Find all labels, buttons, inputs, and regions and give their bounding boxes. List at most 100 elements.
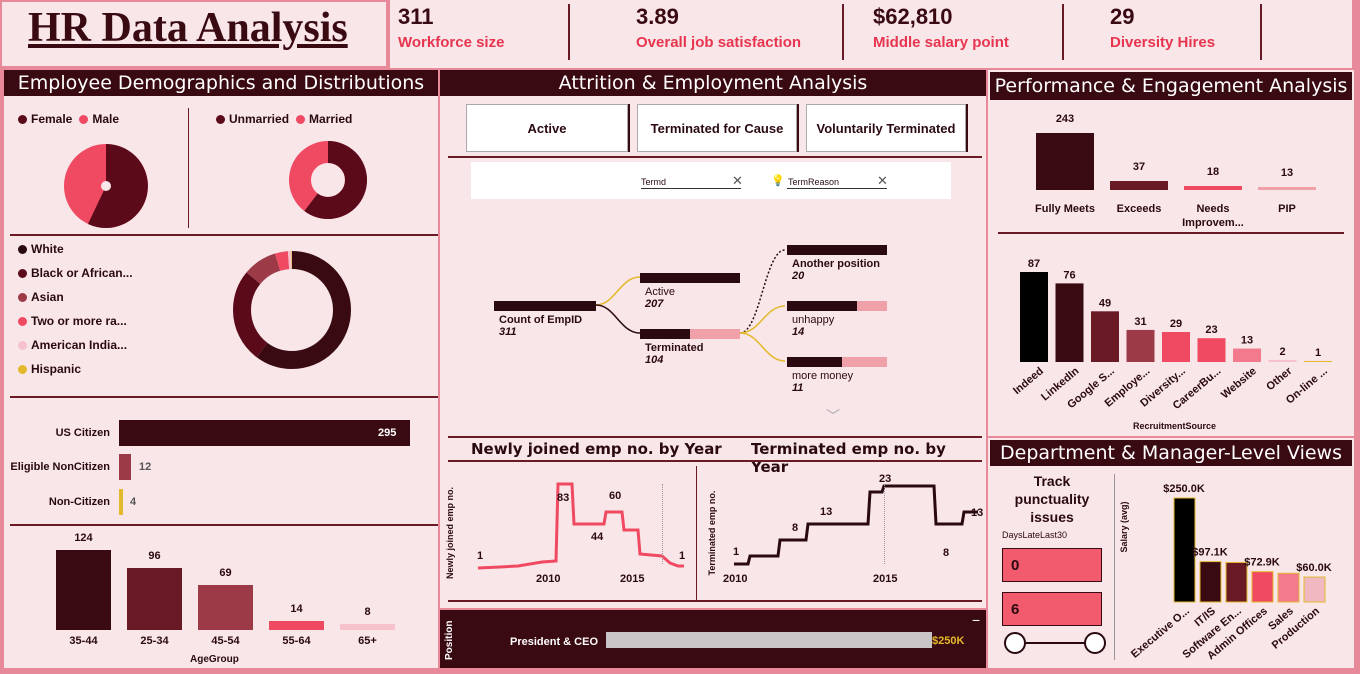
filter-termd[interactable]: Termd [641, 177, 667, 187]
bar-label: Eligible NonCitizen [10, 461, 110, 473]
tick-label: 2010 [536, 573, 561, 585]
age-bar[interactable] [127, 568, 182, 630]
gender-pie[interactable] [62, 142, 150, 230]
bar-value: 1 [1315, 347, 1321, 359]
salary-bar[interactable] [1225, 561, 1248, 603]
slider-handle-min[interactable] [1004, 632, 1026, 654]
race-donut[interactable] [230, 248, 354, 372]
newly-joined-line-chart[interactable] [470, 466, 690, 576]
gender-legend: Female Male [18, 112, 119, 126]
bar-label: Exceeds [1116, 203, 1162, 215]
bar-value: 18 [1206, 165, 1220, 178]
chart-title: Newly joined emp no. by Year [471, 440, 722, 458]
tree-value: 14 [792, 326, 805, 338]
bar-value: 49 [1099, 297, 1111, 309]
bar-president-ceo[interactable] [606, 632, 932, 648]
legend-label: Male [92, 112, 120, 126]
tree-bar[interactable] [787, 357, 842, 367]
legend-label: Asian [31, 290, 64, 304]
recruitment-bar[interactable] [1197, 338, 1226, 362]
performance-bar[interactable] [1184, 185, 1242, 190]
tree-bar[interactable] [494, 301, 596, 311]
chevron-down-icon[interactable]: ﹀ [826, 408, 840, 424]
bar-label: 65+ [358, 635, 377, 647]
max-input[interactable]: 6 [1002, 592, 1102, 626]
age-bar[interactable] [56, 550, 111, 630]
data-label: 23 [879, 473, 892, 485]
bar-label: 45-54 [211, 635, 240, 647]
legend-label: Black or African... [31, 266, 133, 280]
kpi-panel: 311 Workforce size 3.89 Overall job satisf… [390, 0, 1352, 68]
active-button[interactable]: Active [466, 104, 628, 152]
performance-bar[interactable] [1258, 186, 1316, 190]
terminated-line-chart[interactable] [730, 466, 980, 576]
age-bar[interactable] [340, 624, 395, 630]
age-bar[interactable] [269, 620, 324, 630]
salary-bar[interactable] [1251, 571, 1274, 603]
bar-eligible-noncitizen[interactable] [119, 454, 131, 480]
donut-slice[interactable] [233, 251, 351, 369]
bar-us-citizen[interactable] [119, 420, 410, 446]
bar-label: 55-64 [282, 635, 311, 647]
marital-donut[interactable] [288, 140, 368, 220]
salary-bar[interactable] [1277, 572, 1300, 603]
salary-bar[interactable] [1303, 576, 1326, 603]
bar-non-citizen[interactable] [119, 489, 123, 515]
bar-value: 23 [1205, 324, 1217, 336]
min-input[interactable]: 0 [1002, 548, 1102, 582]
tree-label: more money [792, 370, 854, 382]
recruitment-bar[interactable] [1304, 360, 1332, 362]
donut-slice[interactable] [233, 251, 351, 369]
recruitment-bar[interactable] [1162, 332, 1190, 362]
tree-bar[interactable] [787, 301, 857, 311]
section-title: Performance & Engagement Analysis [990, 72, 1352, 100]
recruitment-bar[interactable] [1020, 272, 1048, 362]
voluntarily-terminated-button[interactable]: Voluntarily Terminated [806, 104, 966, 152]
slicer-field: DaysLateLast30 [1002, 530, 1068, 540]
legend-dot [18, 364, 27, 374]
legend-dot [18, 316, 27, 326]
close-icon[interactable]: ✕ [877, 173, 888, 188]
legend-dot [216, 114, 225, 124]
legend-dot [18, 268, 27, 278]
recruitment-bar[interactable] [1233, 348, 1261, 362]
kpi-label: Middle salary point [873, 34, 1009, 51]
recruitment-bar[interactable] [1055, 283, 1084, 362]
chart-title: Terminated emp no. by Year [751, 440, 946, 476]
terminated-for-cause-button[interactable]: Terminated for Cause [637, 104, 797, 152]
section-title: Employee Demographics and Distributions [4, 70, 438, 96]
data-label: 8 [943, 547, 950, 559]
kpi-value: 29 [1110, 4, 1135, 29]
divider [1114, 474, 1115, 660]
tree-bar[interactable] [640, 273, 740, 283]
tree-bar[interactable] [640, 329, 690, 339]
close-icon[interactable]: ✕ [732, 173, 743, 188]
race-legend: White Black or African... Asian Two or m… [18, 242, 133, 376]
axis-title: RecruitmentSource [1133, 421, 1217, 431]
legend-label: Unmarried [229, 112, 290, 126]
tree-label: Another position [792, 258, 880, 270]
recruitment-bar[interactable] [1091, 311, 1119, 362]
recruitment-bar[interactable] [1268, 359, 1297, 362]
donut-unmarried[interactable] [289, 141, 367, 219]
collapse-icon[interactable]: − [972, 612, 981, 628]
legend-label: Two or more ra... [31, 314, 127, 328]
salary-bar[interactable] [1199, 561, 1222, 603]
tree-bar[interactable] [787, 245, 887, 255]
data-label: 8 [792, 522, 799, 534]
salary-bar[interactable] [1173, 497, 1196, 603]
bar-value: 12 [139, 461, 152, 473]
filter-termreason[interactable]: TermReason [788, 177, 840, 187]
recruitment-bar[interactable] [1126, 329, 1155, 362]
legend-dot [18, 244, 27, 254]
legend-dot [18, 114, 27, 124]
age-bar[interactable] [198, 585, 253, 630]
pie-slice-female[interactable] [88, 144, 148, 228]
performance-bar[interactable] [1036, 133, 1094, 190]
slider-handle-max[interactable] [1084, 632, 1106, 654]
bar-label: 35-44 [69, 635, 98, 647]
lightbulb-icon[interactable]: 💡 [771, 175, 785, 187]
performance-bar[interactable] [1110, 181, 1168, 190]
